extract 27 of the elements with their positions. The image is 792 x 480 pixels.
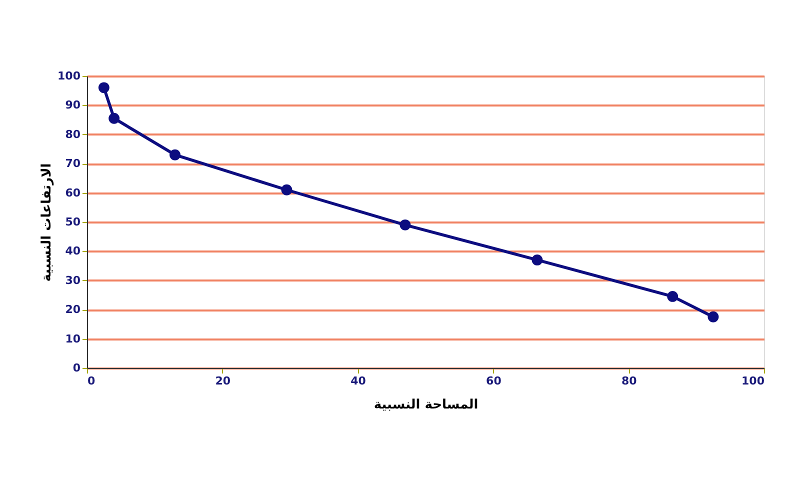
point: [281, 184, 292, 196]
point: [98, 82, 110, 94]
point: [400, 219, 411, 230]
point: [170, 149, 180, 160]
point: [108, 112, 120, 124]
y-tick-label: 10: [65, 332, 81, 346]
y-tick-label: 70: [65, 157, 81, 170]
y-tick-label: 30: [65, 274, 81, 287]
x-tick-label: 20: [215, 374, 231, 388]
y-tick-label: 20: [65, 303, 81, 316]
y-tick-label: 40: [65, 244, 81, 258]
x-tick-label: 40: [350, 374, 366, 388]
point: [667, 290, 678, 302]
x-axis-title: المساحة النسبية: [374, 398, 478, 412]
y-tick-label: 80: [65, 128, 81, 141]
point: [532, 254, 543, 266]
point: [708, 311, 719, 322]
x-tick-label: 80: [621, 374, 638, 388]
x-tick-label: 100: [742, 374, 765, 388]
x-tick-label: 0: [88, 374, 96, 388]
y-tick-label: 100: [58, 70, 81, 82]
y-tick-label: 50: [65, 216, 81, 228]
y-tick-label: 90: [65, 98, 81, 112]
y-tick-label: 60: [65, 186, 81, 200]
y-tick-label: 0: [72, 362, 81, 374]
y-axis-title: الارتفاعات النسبية: [40, 163, 55, 282]
x-tick-label: 60: [486, 374, 502, 388]
